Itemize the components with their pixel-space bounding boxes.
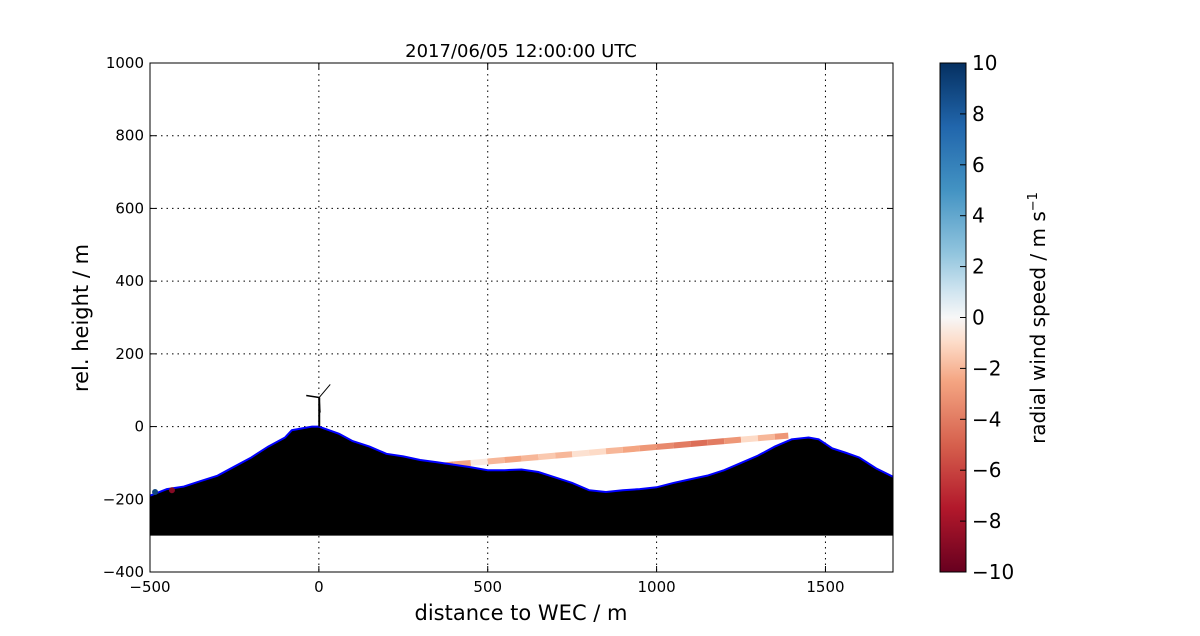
- colorbar-label: radial wind speed / m s−1: [1026, 192, 1050, 444]
- beam-segment: [453, 459, 472, 468]
- axis-ticks: −500 0 500 1000 1500 −400 −200 0 200 400 600 800 100…: [103, 54, 893, 596]
- data-point: [168, 487, 175, 494]
- beam-segment: [504, 455, 522, 464]
- turbine-blade: [318, 397, 321, 413]
- y-tick-label: −200: [103, 490, 144, 508]
- colorbar-tick-label: −4: [972, 407, 1001, 431]
- beam-segment: [740, 435, 759, 443]
- colorbar-tick-label: 2: [972, 255, 985, 279]
- beam-segment: [538, 452, 556, 461]
- beam-segment: [605, 446, 624, 455]
- beam-segment: [774, 432, 789, 440]
- y-tick-label: 800: [115, 127, 144, 145]
- y-tick-label: −400: [103, 563, 144, 581]
- y-axis-label: rel. height / m: [69, 244, 93, 392]
- x-axis-label: distance to WEC / m: [415, 601, 628, 625]
- lidar-beam: [440, 432, 789, 469]
- beam-segment: [690, 439, 708, 448]
- beam-segment: [521, 454, 539, 462]
- chart-title: 2017/06/05 12:00:00 UTC: [405, 41, 637, 62]
- colorbar-tick-label: −6: [972, 458, 1001, 482]
- colorbar-tick-label: −8: [972, 509, 1001, 533]
- colorbar-tick-label: 0: [972, 306, 985, 330]
- x-tick-label: 500: [473, 578, 502, 596]
- beam-segment: [706, 438, 725, 446]
- terrain: [149, 425, 894, 536]
- beam-segment: [622, 445, 640, 453]
- colorbar-tick-label: 4: [972, 204, 985, 228]
- y-tick-label: 0: [134, 418, 144, 436]
- turbine-blade: [306, 394, 320, 399]
- beam-segment: [571, 449, 590, 458]
- x-tick-label: 0: [314, 578, 324, 596]
- terrain-outline: [149, 425, 894, 497]
- colorbar-ticks: −10 −8 −6 −4 −2 0 2 4 6 8 10: [960, 51, 1014, 584]
- colorbar-tick-label: 10: [972, 51, 997, 75]
- beam-segment: [470, 458, 488, 466]
- x-tick-label: 1000: [637, 578, 675, 596]
- scatter-points: [152, 487, 175, 496]
- x-tick-label: 1500: [806, 578, 844, 596]
- wind-turbine: [306, 384, 331, 427]
- y-tick-label: 1000: [106, 54, 144, 72]
- beam-segment: [723, 436, 742, 445]
- beam-segment: [757, 433, 776, 442]
- y-tick-label: 600: [115, 199, 144, 217]
- y-tick-label: 400: [115, 272, 144, 290]
- y-tick-label: 200: [115, 345, 144, 363]
- beam-segment: [673, 441, 691, 449]
- beam-segment: [656, 442, 674, 450]
- beam-segment: [639, 443, 657, 452]
- colorbar-tick-label: 8: [972, 102, 985, 126]
- colorbar-tick-label: −10: [972, 560, 1014, 584]
- colorbar-tick-label: −2: [972, 356, 1001, 380]
- data-point: [152, 489, 159, 496]
- plot-frame: [149, 62, 894, 573]
- beam-segment: [555, 451, 573, 459]
- turbine-blade: [318, 384, 331, 398]
- beam-segment: [487, 457, 505, 465]
- colorbar-tick-label: 6: [972, 153, 985, 177]
- terrain-fill: [150, 426, 893, 536]
- beam-segment: [588, 448, 607, 456]
- x-tick-label: −500: [129, 578, 170, 596]
